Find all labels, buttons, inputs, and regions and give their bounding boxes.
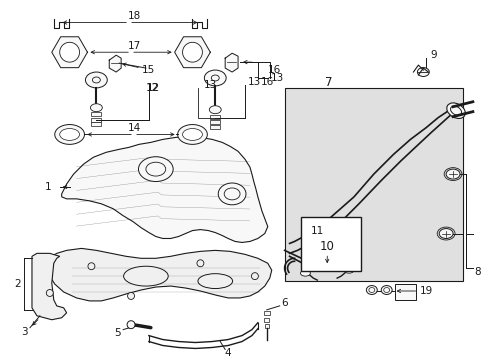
Ellipse shape — [127, 321, 135, 329]
Ellipse shape — [366, 285, 377, 294]
Ellipse shape — [449, 106, 461, 115]
Ellipse shape — [138, 157, 173, 181]
Bar — [210, 125, 220, 129]
Ellipse shape — [46, 289, 53, 296]
Bar — [91, 112, 101, 116]
Ellipse shape — [417, 68, 428, 76]
Bar — [301, 217, 360, 271]
Bar — [264, 311, 269, 315]
Bar — [91, 118, 101, 122]
Ellipse shape — [177, 125, 207, 144]
Text: 11: 11 — [310, 226, 323, 235]
Ellipse shape — [251, 273, 258, 280]
Bar — [91, 122, 101, 126]
Text: 15: 15 — [142, 65, 155, 75]
Bar — [210, 114, 220, 118]
Text: 4: 4 — [224, 348, 231, 359]
Bar — [264, 318, 269, 322]
Ellipse shape — [85, 72, 107, 88]
Text: 5: 5 — [114, 328, 120, 338]
Bar — [210, 120, 220, 123]
Ellipse shape — [438, 229, 452, 238]
Ellipse shape — [127, 292, 134, 300]
Polygon shape — [49, 248, 271, 301]
Text: 9: 9 — [429, 50, 436, 60]
Ellipse shape — [123, 266, 168, 286]
Bar — [284, 88, 462, 281]
Ellipse shape — [88, 263, 95, 270]
Ellipse shape — [446, 103, 465, 118]
Text: 12: 12 — [147, 83, 160, 93]
Polygon shape — [61, 136, 267, 242]
Ellipse shape — [218, 183, 245, 205]
Ellipse shape — [209, 106, 221, 114]
Text: 12: 12 — [146, 83, 159, 93]
Text: 13: 13 — [270, 73, 284, 83]
Polygon shape — [109, 55, 121, 72]
Text: 6: 6 — [281, 298, 287, 308]
Polygon shape — [224, 53, 238, 72]
Polygon shape — [52, 37, 87, 68]
Ellipse shape — [300, 270, 310, 276]
Ellipse shape — [92, 77, 100, 83]
Text: 19: 19 — [419, 286, 432, 296]
Ellipse shape — [204, 70, 226, 86]
Text: 7: 7 — [325, 76, 332, 89]
Polygon shape — [32, 253, 66, 320]
Text: 10: 10 — [319, 240, 334, 253]
Ellipse shape — [197, 260, 203, 267]
Ellipse shape — [445, 169, 459, 179]
Text: 16: 16 — [261, 77, 274, 87]
Ellipse shape — [344, 267, 353, 273]
Text: 8: 8 — [473, 267, 480, 277]
Ellipse shape — [368, 288, 374, 292]
Ellipse shape — [224, 188, 240, 200]
Polygon shape — [174, 37, 210, 68]
Text: 2: 2 — [14, 279, 20, 289]
Text: 13: 13 — [248, 77, 261, 87]
Text: 17: 17 — [127, 41, 141, 51]
Text: 13: 13 — [203, 80, 217, 90]
Ellipse shape — [60, 42, 80, 62]
Ellipse shape — [90, 104, 102, 112]
Ellipse shape — [383, 288, 389, 292]
Ellipse shape — [211, 75, 219, 81]
Bar — [394, 284, 416, 300]
Ellipse shape — [198, 274, 232, 288]
Text: 14: 14 — [127, 122, 141, 132]
Ellipse shape — [55, 125, 84, 144]
Ellipse shape — [60, 129, 80, 140]
Bar — [264, 324, 268, 328]
Ellipse shape — [182, 129, 202, 140]
Ellipse shape — [182, 42, 202, 62]
Text: 18: 18 — [127, 10, 141, 21]
Text: 1: 1 — [44, 182, 51, 192]
Text: 3: 3 — [20, 327, 27, 337]
Ellipse shape — [381, 285, 391, 294]
Text: 16: 16 — [267, 65, 281, 75]
Ellipse shape — [145, 162, 165, 176]
